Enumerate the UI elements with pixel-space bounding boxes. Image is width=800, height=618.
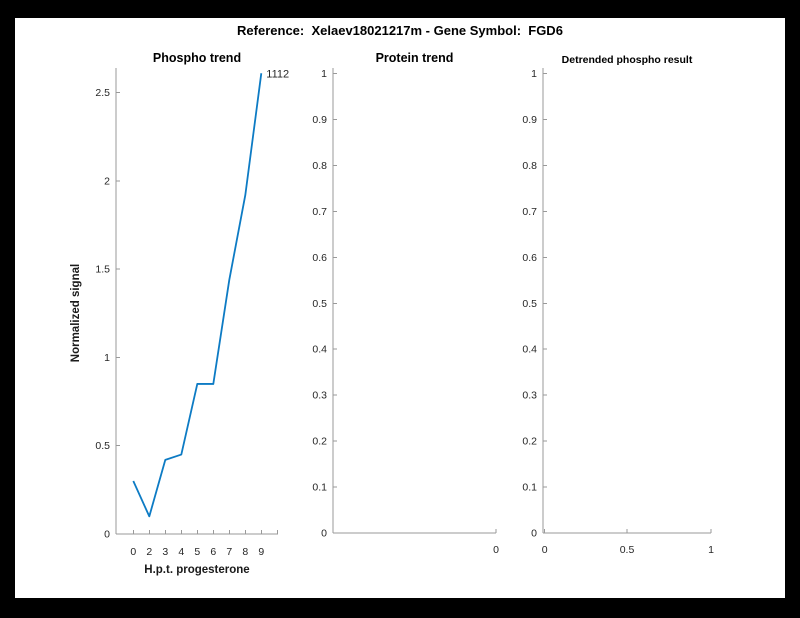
plot2-y-tick-label: 0.8 — [312, 160, 327, 172]
plot1-y-tick-label: 1.5 — [95, 264, 110, 276]
plot2-x-tick-label: 0 — [493, 544, 499, 556]
plot2-y-tick-label: 0.6 — [312, 252, 327, 264]
plot2-y-tick-label: 0 — [321, 528, 327, 540]
plot2-y-tick-label: 0.3 — [312, 390, 327, 402]
plot2-y-tick-label: 0.7 — [312, 206, 327, 218]
plot1-x-tick-label: 9 — [258, 546, 264, 558]
plot3-y-tick-label: 0 — [531, 528, 537, 540]
plot3-y-tick-label: 0.8 — [522, 160, 537, 172]
plot1-y-tick-label: 2 — [104, 175, 110, 187]
figure-canvas: Reference: Xelaev18021217m - Gene Symbol… — [15, 18, 785, 598]
plot2-y-tick-label: 0.4 — [312, 344, 327, 356]
plot1-y-tick-label: 1 — [104, 352, 110, 364]
plot3-y-tick-label: 0.7 — [522, 206, 537, 218]
plot2-y-tick-label: 0.9 — [312, 114, 327, 126]
plot3-x-tick-label: 0.5 — [620, 544, 635, 556]
plot1-x-tick-label: 3 — [162, 546, 168, 558]
plot1-title: Phospho trend — [152, 51, 242, 65]
plot1-x-tick-label: 2 — [146, 546, 152, 558]
plot2-y-tick-label: 1 — [321, 68, 327, 80]
charts-svg: 00.511.522.50 2 3 4 5 6 7 8 9111200.10.20.30.40.… — [95, 68, 714, 558]
plot2-title: Protein trend — [375, 51, 454, 65]
plot1-endpoint-annotation: 1112 — [266, 68, 289, 80]
plot3-x-tick-label: 1 — [708, 544, 714, 556]
plot1-x-tick-label: 6 — [210, 546, 216, 558]
plot3-y-tick-label: 0.3 — [522, 390, 537, 402]
plot3-y-tick-label: 0.2 — [522, 436, 537, 448]
plot1-x-tick-label: 5 — [194, 546, 200, 558]
plot1-x-tick-label: 0 — [130, 546, 136, 558]
plot2-y-tick-label: 0.2 — [312, 436, 327, 448]
plot3-x-tick-label: 0 — [542, 544, 548, 556]
plot3-y-tick-label: 0.5 — [522, 298, 537, 310]
plot1-x-axis-label: H.p.t. progesterone — [144, 564, 250, 576]
plot3-y-tick-label: 1 — [531, 68, 537, 80]
plot2-y-tick-label: 0.5 — [312, 298, 327, 310]
plot1-series-line — [132, 73, 263, 518]
plot3-y-tick-label: 0.4 — [522, 344, 537, 356]
plot3-y-tick-label: 0.9 — [522, 114, 537, 126]
plot2-y-tick-label: 0.1 — [312, 482, 327, 494]
plot3-title: Detrended phospho result — [561, 54, 693, 66]
plot1-y-tick-label: 0.5 — [95, 440, 110, 452]
plot3-y-tick-label: 0.6 — [522, 252, 537, 264]
plot1-x-tick-label: 7 — [226, 546, 232, 558]
plot1-x-tick-label: 8 — [242, 546, 248, 558]
plot3-y-tick-label: 0.1 — [522, 482, 537, 494]
figure-title: Reference: Xelaev18021217m - Gene Symbol… — [237, 23, 563, 38]
plot1-y-tick-label: 2.5 — [95, 87, 110, 99]
plot1-y-tick-label: 0 — [104, 529, 110, 541]
plot1-x-tick-label: 4 — [178, 546, 184, 558]
